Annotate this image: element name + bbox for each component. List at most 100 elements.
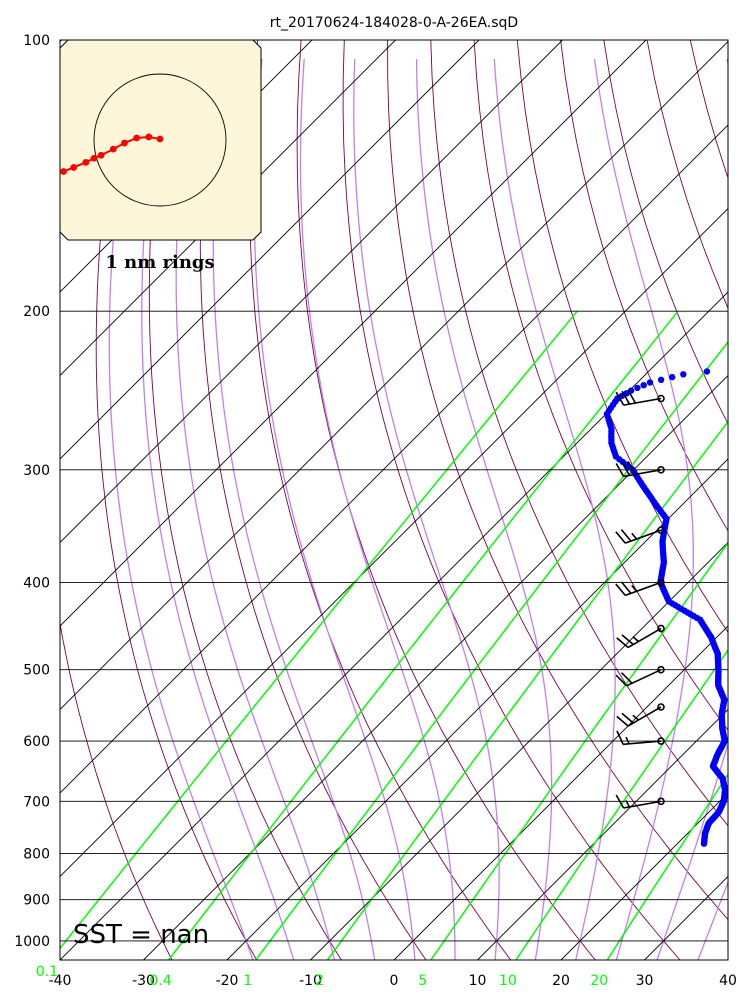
temperature-tick-label: 40 — [719, 973, 737, 989]
barb-half — [625, 800, 631, 808]
pressure-tick-label: 800 — [23, 847, 50, 863]
wind-barb — [615, 526, 665, 544]
barb-flag — [615, 674, 628, 687]
barb-station — [657, 526, 665, 534]
temperature-point — [743, 825, 749, 831]
moist-adiabat — [739, 59, 750, 960]
barb-half — [625, 736, 630, 745]
barb-flag — [621, 712, 634, 724]
barb-flag — [615, 531, 626, 544]
barb-flag — [615, 391, 625, 406]
mixing-ratio-label: 1 — [243, 973, 252, 989]
mixing-ratio-label: 2 — [315, 973, 324, 989]
background-lines — [60, 40, 750, 960]
barb-flag — [615, 583, 626, 596]
hodograph-point — [60, 168, 67, 175]
pressure-tick-label: 400 — [23, 575, 50, 591]
hodograph-ring — [93, 73, 227, 207]
barb-shaft — [627, 627, 662, 649]
hodograph-inset — [59, 39, 262, 241]
barb-flag — [620, 672, 633, 684]
wind-barb — [616, 730, 665, 746]
barb-shaft — [625, 581, 662, 597]
mixing-ratio-line — [326, 420, 728, 960]
hodograph-point — [82, 158, 90, 166]
dry-adiabat — [296, 40, 596, 960]
temperature-point — [728, 841, 734, 847]
hodograph-point — [121, 139, 128, 147]
barb-station — [657, 703, 665, 711]
chart-title: rt_20170624-184028-0-A-26EA.sqD — [270, 15, 518, 31]
isotherm — [60, 40, 480, 460]
mixing-ratio-line — [606, 773, 728, 960]
mixing-ratio-line — [430, 541, 728, 960]
temperature-point — [746, 822, 750, 828]
moist-adiabat — [299, 59, 456, 960]
dry-adiabat — [249, 40, 512, 960]
barb-flag — [621, 390, 631, 405]
hodograph-point — [133, 134, 141, 142]
dry-adiabat — [60, 40, 173, 960]
barb-station — [657, 624, 665, 633]
mixing-ratio-ticks: 0.1 0.4 1 2 5 10 20 — [36, 964, 608, 989]
barb-half — [632, 636, 640, 643]
temperature-point — [736, 833, 742, 839]
temperature-point — [733, 835, 739, 841]
pressure-ticks: 100 200 300 400 500 600 700 800 900 1000 — [14, 33, 50, 950]
temperature-point — [739, 830, 745, 836]
temperature-point — [738, 831, 744, 837]
isotherm — [393, 625, 728, 960]
moist-adiabat — [175, 59, 336, 960]
barb-flag — [616, 715, 629, 727]
mixing-ratio-label: 5 — [418, 973, 427, 989]
moist-adiabat — [697, 880, 728, 960]
barb-flag — [615, 794, 625, 809]
barb-flag — [620, 581, 632, 594]
dry-adiabat — [603, 40, 728, 425]
wind-barb — [615, 794, 665, 809]
hodograph-point — [97, 151, 105, 159]
temperature-point — [740, 829, 746, 835]
dewpoint-point — [640, 382, 647, 389]
isotherm — [727, 959, 728, 960]
moist-adiabat — [212, 59, 376, 960]
isotherm — [60, 291, 728, 960]
pressure-tick-label: 100 — [23, 33, 50, 49]
temperature-tick-label: 20 — [552, 973, 570, 989]
barb-flag — [627, 461, 637, 475]
moist-adiabat — [253, 59, 416, 960]
mixing-ratio-line — [168, 310, 679, 960]
wind-barbs — [615, 389, 665, 809]
temperature-point — [745, 823, 750, 829]
dewpoint-point — [703, 368, 711, 375]
wind-barb — [615, 665, 665, 687]
barb-flag — [615, 463, 625, 477]
temperature-tick-label: -20 — [216, 973, 239, 989]
pressure-tick-label: 200 — [23, 304, 50, 320]
mixing-ratio-label: 0.1 — [36, 964, 58, 980]
barb-flag — [616, 637, 629, 649]
barb-shaft — [623, 397, 662, 406]
temperature-point — [734, 834, 740, 840]
isotherm — [60, 40, 563, 544]
barb-shaft — [623, 800, 662, 809]
dry-adiabat — [516, 40, 728, 634]
moist-adiabat — [353, 59, 500, 960]
pressure-tick-label: 700 — [23, 794, 50, 810]
temperature-tick-label: -10 — [299, 973, 322, 989]
wind-barb — [615, 389, 665, 406]
barb-half — [631, 532, 638, 540]
temperature-point — [742, 826, 748, 832]
temperature-point — [741, 827, 747, 833]
hodograph-trace — [63, 135, 161, 173]
mixing-ratio-line — [515, 648, 728, 960]
dry-adiabat — [560, 40, 728, 532]
barb-shaft — [623, 469, 662, 478]
isotherm — [560, 792, 728, 960]
dewpoint-point — [634, 384, 641, 392]
barb-shaft — [626, 668, 662, 687]
barb-shaft — [625, 529, 662, 544]
plot-frame — [59, 39, 729, 961]
profiles — [603, 366, 750, 847]
temperature-point — [740, 828, 746, 834]
